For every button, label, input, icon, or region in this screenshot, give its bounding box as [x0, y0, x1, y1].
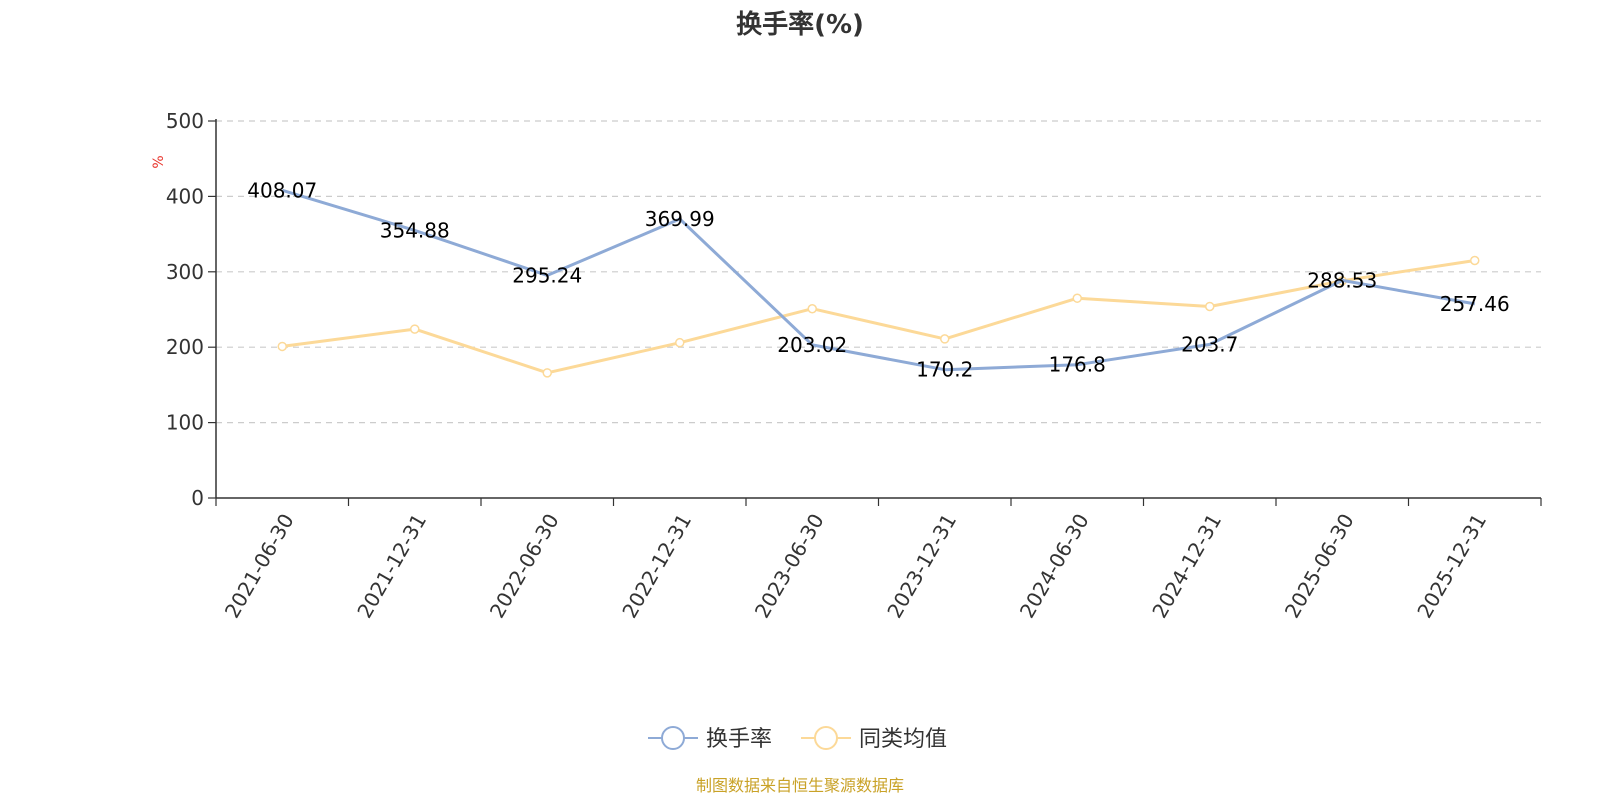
- data-point: [277, 341, 287, 352]
- y-axis-label: %: [151, 155, 167, 168]
- source-note: 制图数据来自恒生聚源数据库: [696, 776, 904, 795]
- x-tick-label: 2021-06-30: [220, 510, 299, 623]
- data-point: [1205, 301, 1215, 312]
- x-tick-label: 2025-06-30: [1280, 510, 1359, 623]
- data-labels: 408.07 354.88 295.24 369.99 203.02 170.2 176.8…: [247, 178, 1509, 381]
- data-point: [807, 303, 817, 314]
- x-tick-label: 2025-12-31: [1412, 510, 1491, 623]
- data-label: 203.7: [1181, 332, 1238, 356]
- data-label: 170.2: [916, 358, 973, 382]
- data-label: 295.24: [512, 263, 582, 287]
- y-tick-label: 300: [166, 260, 204, 284]
- legend-label: 换手率: [706, 727, 772, 752]
- legend-marker-icon: [814, 726, 838, 750]
- gridlines: [216, 120, 1541, 424]
- legend-marker-icon: [661, 726, 685, 750]
- x-tick-label: 2024-12-31: [1147, 510, 1226, 623]
- y-tick-label: 500: [166, 109, 204, 133]
- series-line-0: [281, 188, 1476, 372]
- y-tick-label: 200: [166, 335, 204, 359]
- chart-title: 换手率(%): [736, 9, 864, 40]
- data-label: 408.07: [247, 178, 317, 202]
- y-tick-labels: 0 100 200 300 400 500: [166, 109, 204, 510]
- series-layer: [277, 188, 1480, 378]
- data-point: [1470, 255, 1480, 266]
- x-tick-label: 2022-12-31: [617, 510, 696, 623]
- data-label: 176.8: [1049, 353, 1106, 377]
- data-label: 203.02: [777, 333, 847, 357]
- axes: [208, 119, 1542, 506]
- data-point: [940, 334, 950, 344]
- x-tick-label: 2021-12-31: [352, 510, 431, 623]
- y-tick-label: 0: [191, 486, 204, 510]
- data-point: [675, 337, 685, 348]
- x-tick-label: 2023-12-31: [882, 510, 961, 623]
- series-line-1: [282, 259, 1476, 375]
- y-tick-label: 400: [166, 184, 204, 208]
- data-label: 369.99: [645, 207, 715, 231]
- y-tick-label: 100: [166, 411, 204, 435]
- x-tick-labels: 2021-06-30 2021-12-31 2022-06-30 2022-12-31…: [220, 510, 1491, 623]
- data-label: 257.46: [1440, 292, 1510, 316]
- x-tick-label: 2023-06-30: [750, 510, 829, 623]
- data-point: [410, 324, 420, 334]
- data-label: 354.88: [380, 218, 450, 242]
- legend-item: 同类均值: [801, 726, 947, 752]
- legend-label: 同类均值: [859, 727, 947, 752]
- x-tick-label: 2024-06-30: [1015, 510, 1094, 623]
- legend-item: 换手率: [648, 726, 772, 752]
- x-tick-label: 2022-06-30: [485, 510, 564, 623]
- data-label: 288.53: [1307, 268, 1377, 292]
- data-point: [542, 368, 552, 378]
- data-point: [1072, 293, 1082, 303]
- legend: 换手率 同类均值: [648, 726, 947, 752]
